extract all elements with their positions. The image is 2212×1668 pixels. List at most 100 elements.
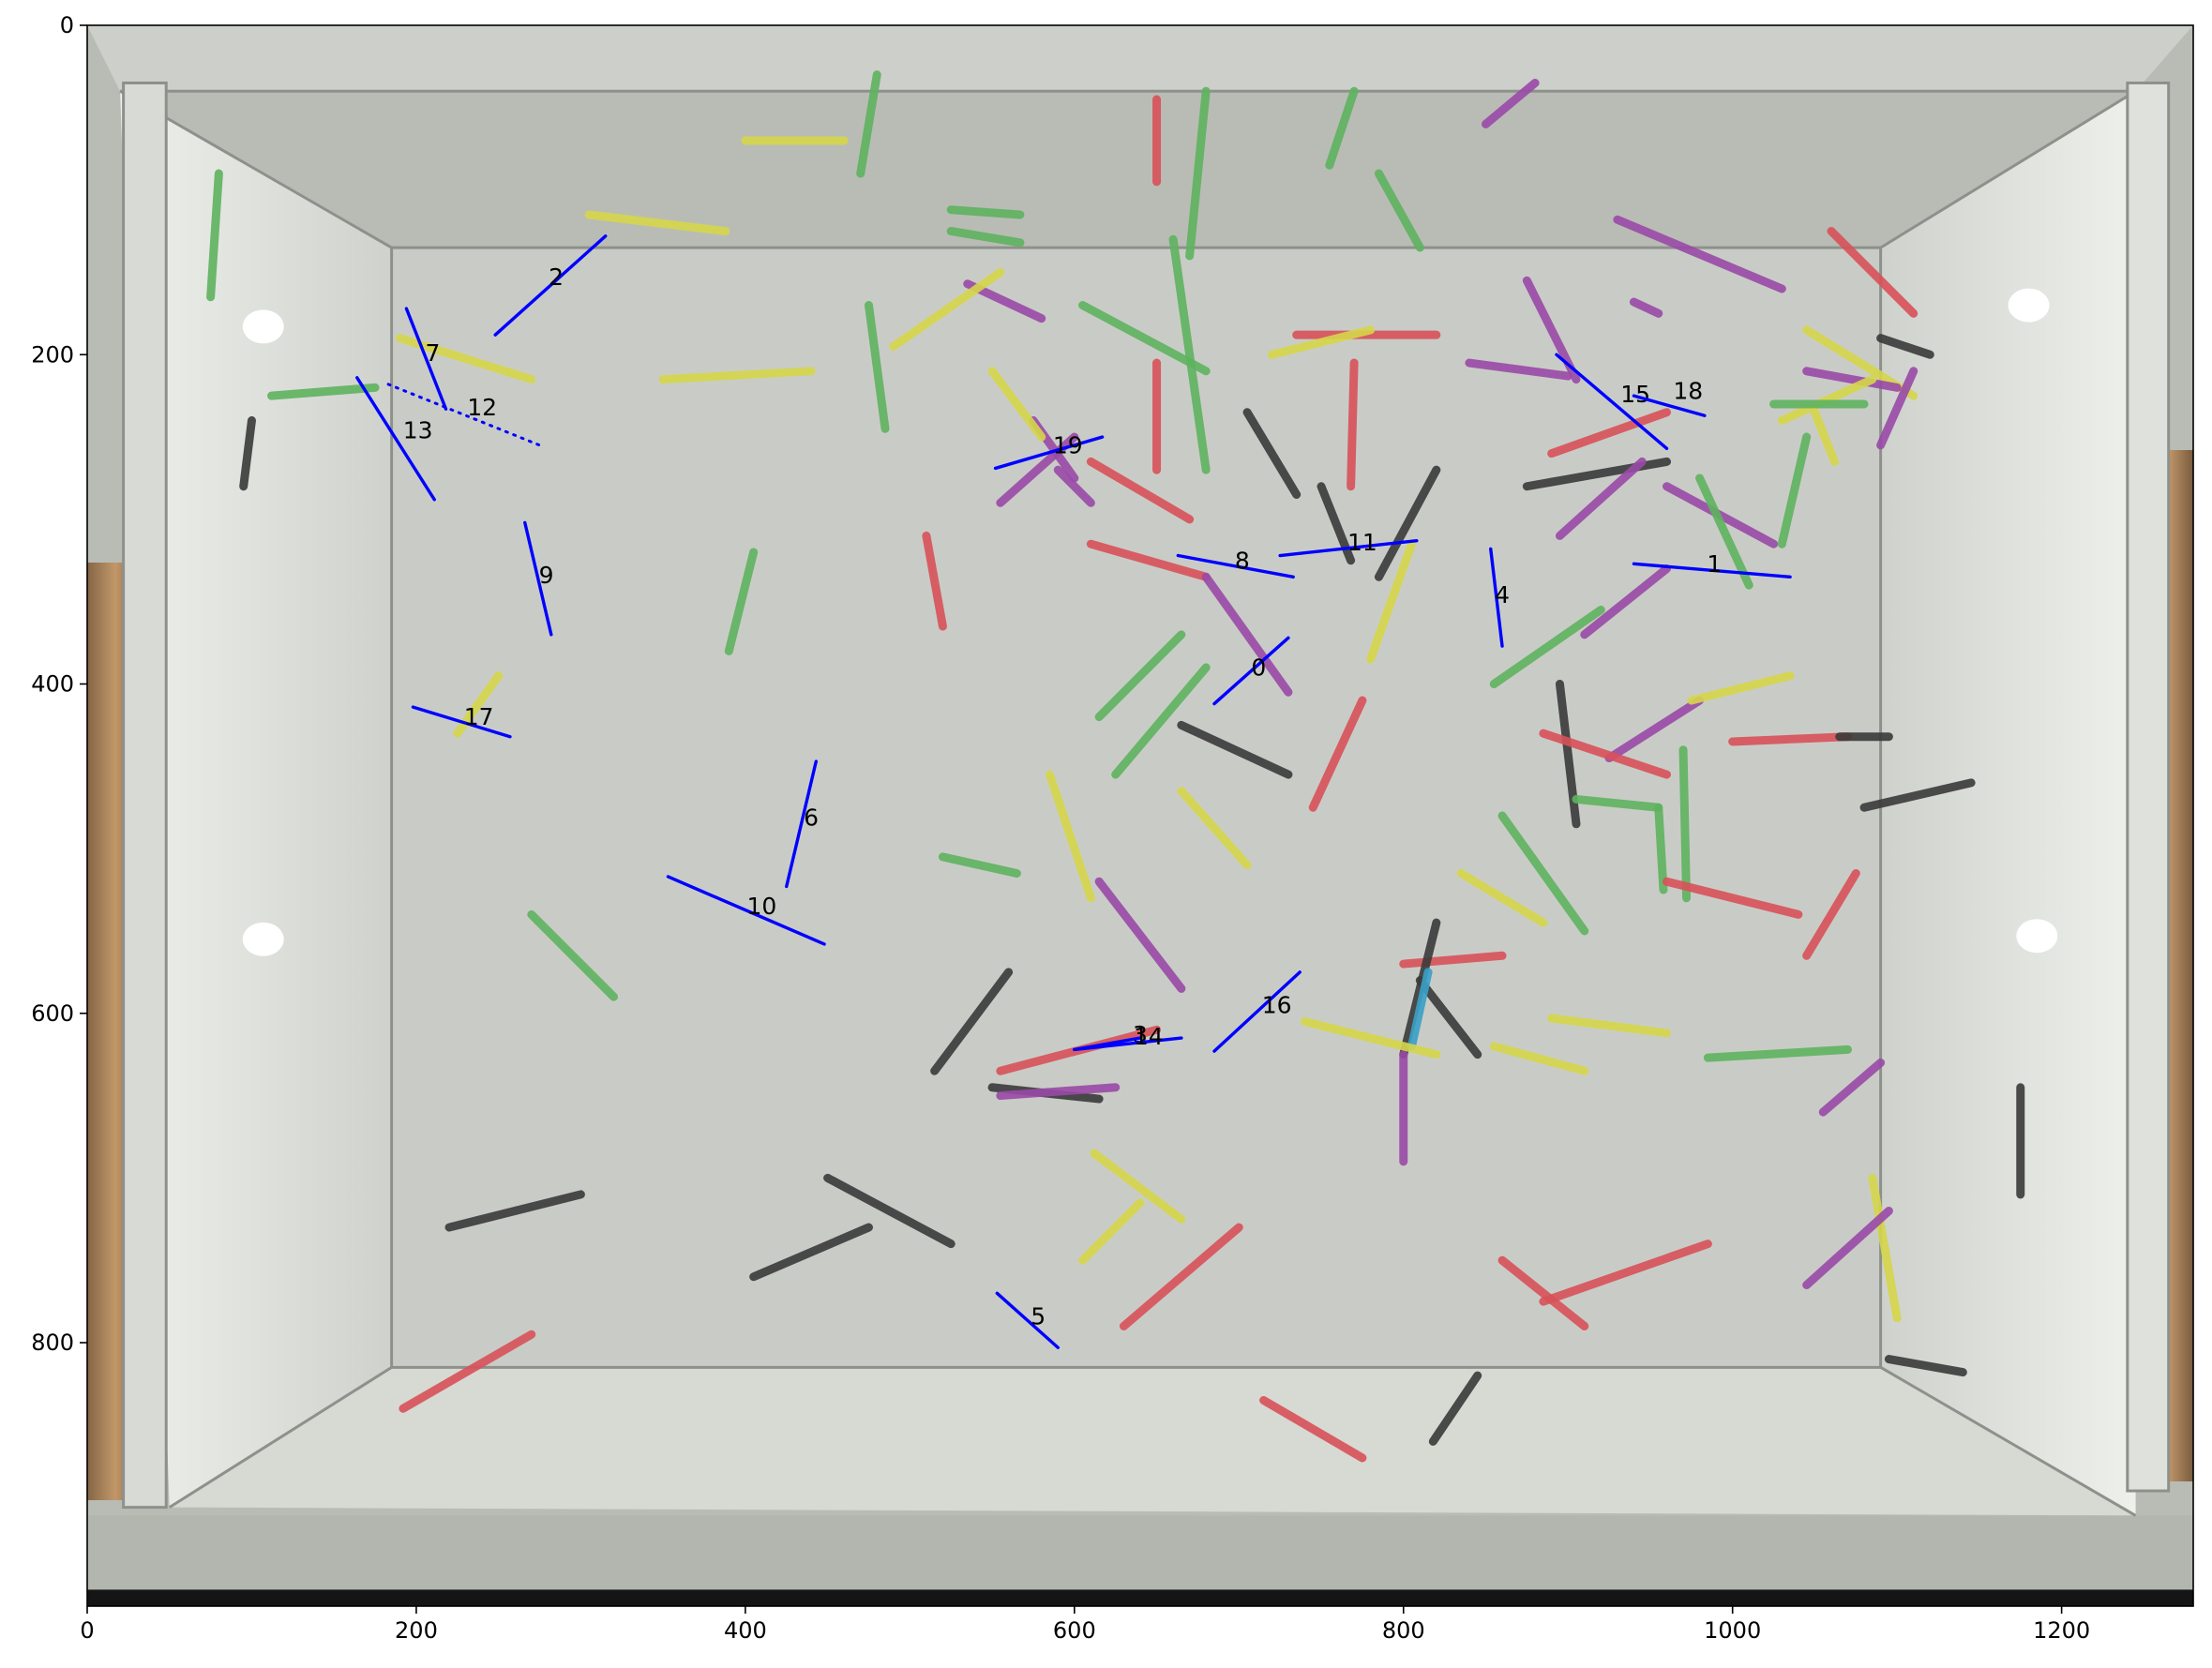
y-tick-label: 400 xyxy=(31,671,74,698)
light-reflection xyxy=(2008,288,2050,323)
yellow-stick xyxy=(1456,868,1548,927)
detection-segment-16 xyxy=(1212,970,1302,1053)
tank-back-wall xyxy=(391,248,1881,1368)
red-stick xyxy=(1119,1223,1243,1330)
green-stick xyxy=(946,205,1025,219)
right-metal-rail xyxy=(2126,81,2171,1493)
y-axis: 0 200 400 600 800 xyxy=(31,12,87,1356)
yellow-stick xyxy=(1489,1042,1589,1075)
detection-segment-10 xyxy=(666,875,826,946)
green-stick xyxy=(1185,86,1211,261)
yellow-stick xyxy=(1687,671,1795,705)
green-stick xyxy=(1489,605,1605,688)
detection-label: 17 xyxy=(464,703,494,730)
detection-label: 5 xyxy=(1031,1302,1046,1330)
yellow-stick xyxy=(1267,325,1376,359)
black-stick xyxy=(1242,408,1302,500)
yellow-stick xyxy=(1810,408,1839,466)
detection-label: 12 xyxy=(467,394,497,421)
light-reflection xyxy=(242,309,284,344)
detection-segment-0 xyxy=(1212,636,1290,706)
black-stick xyxy=(749,1223,873,1282)
tank-left-wall xyxy=(120,91,392,1508)
yellow-stick xyxy=(1300,1017,1441,1059)
light-reflections xyxy=(242,288,2058,956)
black-stick xyxy=(1859,778,1976,812)
detection-label: 2 xyxy=(549,263,564,291)
purple-stick xyxy=(1876,367,1919,450)
black-stick xyxy=(1399,918,1441,1059)
yellow-stick xyxy=(987,367,1046,442)
purple-stick xyxy=(1613,215,1786,293)
x-axis: 0 200 400 600 800 1000 1200 xyxy=(80,1606,2090,1644)
green-stick xyxy=(1111,663,1211,779)
detection-label: 15 xyxy=(1620,381,1650,408)
yellow-stick xyxy=(1547,1014,1671,1038)
green-stick xyxy=(267,383,380,400)
x-tick-label: 800 xyxy=(1382,1617,1425,1644)
red-stick xyxy=(922,531,947,631)
tank-edges xyxy=(119,81,2171,1517)
detection-segment-17 xyxy=(411,705,512,739)
blue-stick xyxy=(1407,968,1433,1051)
y-tick-label: 200 xyxy=(31,341,74,368)
yellow-stick xyxy=(584,210,730,236)
tank-bottom-frame xyxy=(87,1515,2193,1590)
yellow-stick xyxy=(1045,770,1095,903)
yellow-stick xyxy=(1868,1173,1902,1323)
x-tick-label: 400 xyxy=(724,1617,767,1644)
detection-label: 8 xyxy=(1235,547,1250,574)
red-stick xyxy=(1497,1255,1589,1330)
x-tick-label: 1200 xyxy=(2033,1617,2090,1644)
purple-stick xyxy=(1053,465,1095,507)
red-stick xyxy=(1802,868,1860,960)
black-stick xyxy=(823,1173,956,1249)
green-stick xyxy=(1168,234,1211,474)
detection-segment-5 xyxy=(995,1291,1060,1349)
green-stick xyxy=(864,301,890,433)
red-stick xyxy=(1308,696,1367,812)
detection-segment-6 xyxy=(785,759,819,889)
purple-stick xyxy=(1481,78,1540,128)
purple-stick xyxy=(1094,877,1186,993)
green-stick xyxy=(938,852,1021,878)
red-stick xyxy=(1728,732,1853,746)
green-stick xyxy=(1703,1044,1853,1062)
black-stick xyxy=(1428,1371,1482,1446)
green-stick xyxy=(1572,794,1663,812)
red-stick xyxy=(1539,729,1671,779)
detection-label: 1 xyxy=(1707,550,1722,578)
green-stick xyxy=(946,227,1025,248)
black-stick xyxy=(444,1190,585,1232)
green-stick xyxy=(1078,301,1211,376)
yellow-stick xyxy=(1177,787,1252,870)
x-tick-label: 200 xyxy=(395,1617,438,1644)
red-stick xyxy=(1086,457,1195,524)
yellow-stick xyxy=(658,367,816,384)
axes-frame xyxy=(86,24,2194,1607)
yellow-stick xyxy=(889,267,1005,351)
left-metal-rail xyxy=(122,81,168,1510)
x-tick-label: 1000 xyxy=(1704,1617,1761,1644)
red-stick xyxy=(1663,877,1803,919)
detection-label: 4 xyxy=(1495,581,1510,609)
green-stick xyxy=(1325,86,1359,170)
y-tick-label: 0 xyxy=(60,12,74,38)
tank-edge xyxy=(168,1366,393,1509)
light-reflection xyxy=(242,922,284,956)
purple-stick xyxy=(1201,572,1293,697)
y-tick-label: 800 xyxy=(31,1330,74,1356)
red-stick xyxy=(1259,1395,1367,1463)
detection-label: 18 xyxy=(1673,377,1703,404)
yellow-stick xyxy=(1078,1198,1145,1265)
yellow-stick xyxy=(1366,539,1417,664)
tank-photo xyxy=(87,25,2193,1606)
tank-lid xyxy=(87,25,2193,92)
x-tick-label: 600 xyxy=(1053,1617,1096,1644)
red-stick xyxy=(1547,408,1671,458)
purple-stick xyxy=(1604,696,1705,763)
x-tick-label: 0 xyxy=(80,1617,94,1644)
red-stick xyxy=(1399,951,1507,969)
tank-edge xyxy=(1879,89,2137,249)
green-stick xyxy=(1374,169,1424,252)
